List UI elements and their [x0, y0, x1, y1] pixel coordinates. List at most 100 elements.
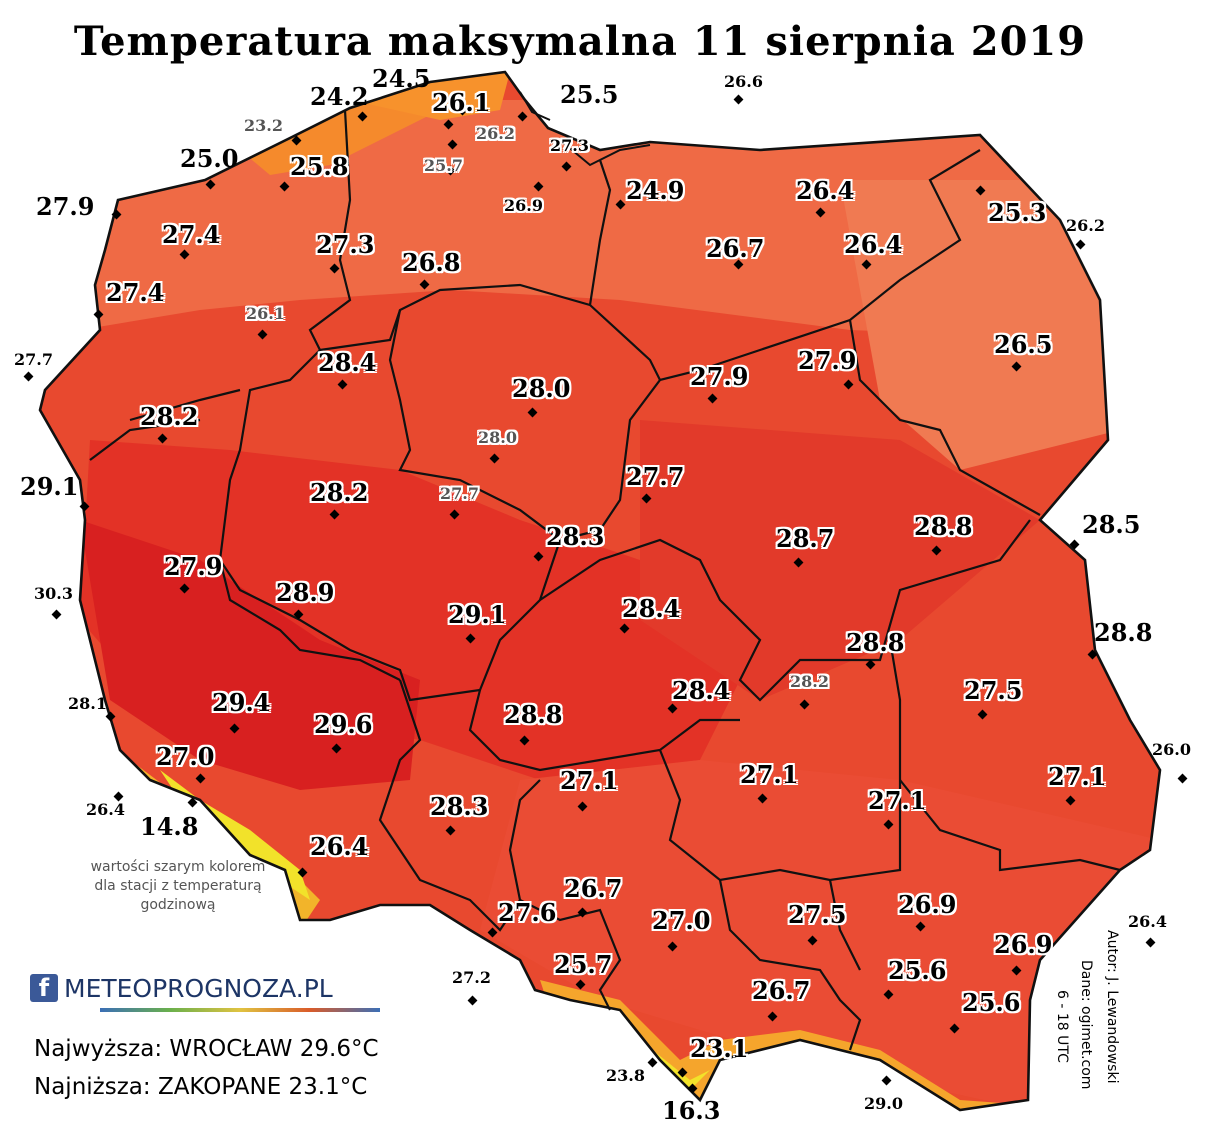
station-marker: [815, 207, 826, 218]
station-marker: [291, 135, 302, 146]
station-marker: [179, 583, 190, 594]
station-temperature-label: 27.9: [690, 362, 749, 391]
station-marker: [487, 927, 498, 938]
station-marker: [915, 921, 926, 932]
station-temperature-label: 28.7: [776, 524, 835, 553]
station-marker: [807, 935, 818, 946]
station-temperature-label: 28.5: [1082, 510, 1141, 539]
station-marker: [1075, 239, 1086, 250]
station-marker: [465, 633, 476, 644]
station-marker: [51, 609, 62, 620]
border-lubuskie-north: [129, 388, 241, 422]
station-marker: [757, 793, 768, 804]
station-marker: [647, 1057, 658, 1068]
station-temperature-label: 28.0: [478, 428, 517, 447]
station-temperature-label: 27.6: [498, 898, 557, 927]
meteoprognoza-logo[interactable]: f METEOPROGNOZA.PL: [30, 968, 333, 1008]
station-marker: [667, 941, 678, 952]
station-temperature-label: 30.3: [34, 584, 73, 603]
station-marker: [157, 433, 168, 444]
station-marker: [533, 551, 544, 562]
map-title: Temperatura maksymalna 11 sierpnia 2019: [73, 18, 1087, 65]
station-marker: [187, 797, 198, 808]
station-temperature-label: 27.3: [316, 230, 375, 259]
station-temperature-label: 26.1: [246, 304, 285, 323]
station-marker: [793, 557, 804, 568]
zone-northeast: [840, 180, 1120, 470]
station-temperature-label: 28.4: [622, 594, 681, 623]
station-temperature-label: 29.0: [864, 1094, 903, 1113]
border-lubuskie-n2: [89, 418, 201, 461]
station-marker: [329, 263, 340, 274]
station-marker: [1177, 773, 1188, 784]
station-marker: [419, 279, 430, 290]
station-temperature-label: 26.4: [1128, 912, 1167, 931]
station-marker: [533, 181, 544, 192]
station-temperature-label: 26.4: [844, 230, 903, 259]
station-marker: [615, 199, 626, 210]
station-marker: [931, 545, 942, 556]
station-temperature-label: 24.9: [626, 176, 685, 205]
station-marker: [977, 709, 988, 720]
station-marker: [467, 995, 478, 1006]
station-temperature-label: 28.8: [504, 700, 563, 729]
min-temperature-stat: Najniższa: ZAKOPANE 23.1°C: [34, 1074, 368, 1100]
station-marker: [93, 309, 104, 320]
station-temperature-label: 24.5: [372, 64, 431, 93]
logo-text: METEOPROGNOZA.PL: [64, 973, 333, 1003]
station-marker: [861, 259, 872, 270]
border-warminsko: [589, 149, 981, 382]
station-temperature-label: 23.8: [606, 1066, 645, 1085]
station-temperature-label: 25.0: [180, 144, 239, 173]
station-marker: [667, 703, 678, 714]
station-marker: [179, 249, 190, 260]
station-marker: [975, 185, 986, 196]
station-marker: [443, 119, 454, 130]
station-temperature-label: 27.0: [652, 906, 711, 935]
station-marker: [687, 1083, 698, 1094]
station-marker: [447, 139, 458, 150]
station-marker: [331, 743, 342, 754]
station-temperature-label: 26.7: [752, 976, 811, 1005]
station-temperature-label: 14.8: [140, 812, 199, 841]
station-marker: [619, 623, 630, 634]
station-temperature-label: 28.1: [68, 694, 107, 713]
station-temperature-label: 28.2: [790, 672, 829, 691]
station-marker: [733, 94, 744, 105]
station-marker: [23, 371, 34, 382]
station-marker: [449, 509, 460, 520]
station-temperature-label: 27.5: [964, 676, 1023, 705]
border-podkarpackie: [828, 879, 861, 971]
region-borders: [89, 109, 1121, 1051]
station-temperature-label: 26.7: [706, 234, 765, 263]
station-temperature-label: 28.0: [512, 374, 571, 403]
station-marker: [865, 659, 876, 670]
station-marker: [949, 1023, 960, 1034]
border-opolskie: [378, 679, 541, 932]
station-temperature-label: 25.7: [554, 950, 613, 979]
station-temperature-label: 28.9: [276, 578, 335, 607]
station-temperature-label: 27.1: [740, 760, 799, 789]
station-marker: [357, 111, 368, 122]
station-temperature-label: 28.8: [846, 628, 905, 657]
station-temperature-label: 26.4: [310, 832, 369, 861]
station-marker: [293, 609, 304, 620]
station-marker: [1065, 795, 1076, 806]
station-marker: [257, 329, 268, 340]
station-marker: [111, 209, 122, 220]
station-marker: [1087, 649, 1098, 660]
border-pomorskie: [308, 109, 612, 352]
station-temperature-label: 28.4: [672, 676, 731, 705]
station-marker: [641, 493, 652, 504]
station-marker: [883, 819, 894, 830]
station-marker: [577, 801, 588, 812]
vistula-spit: [559, 139, 651, 167]
station-marker: [329, 509, 340, 520]
station-marker: [337, 379, 348, 390]
station-temperature-label: 26.8: [402, 248, 461, 277]
station-temperature-label: 29.6: [314, 710, 373, 739]
station-marker: [527, 407, 538, 418]
station-temperature-label: 26.0: [1152, 740, 1191, 759]
station-marker: [279, 181, 290, 192]
